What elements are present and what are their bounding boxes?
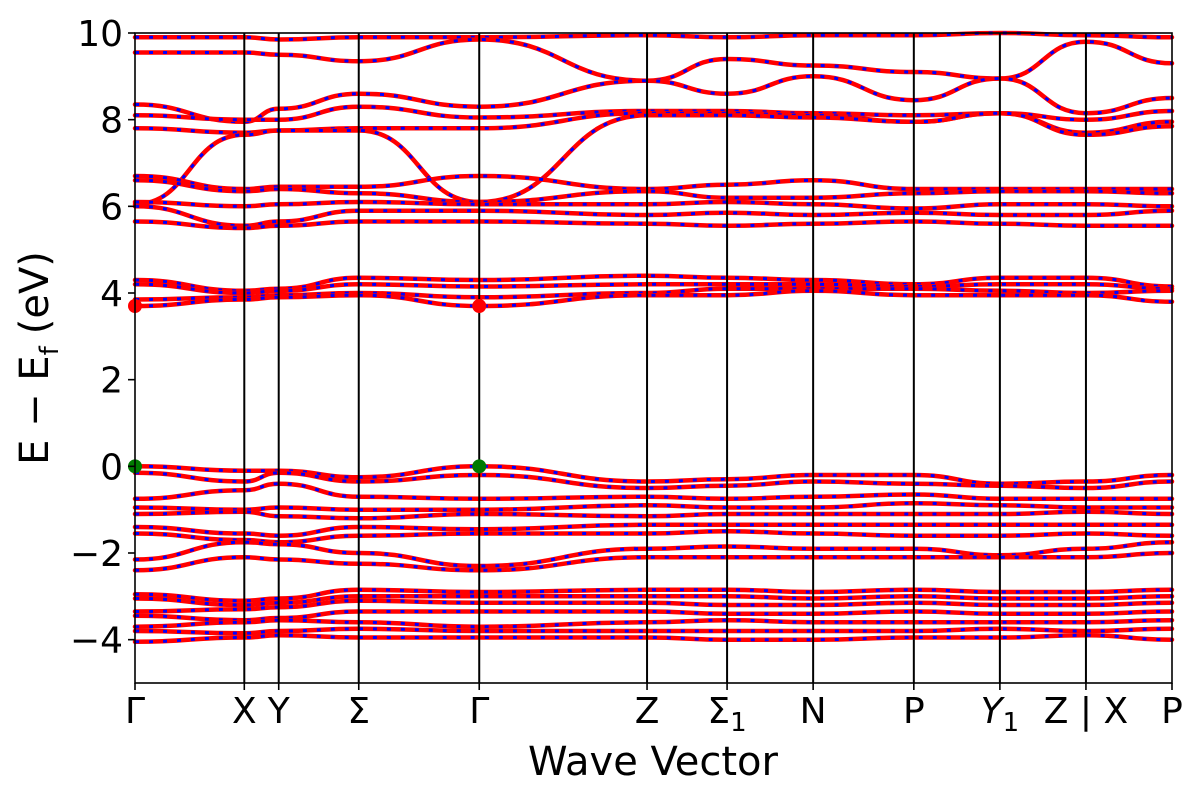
y-tick-label-5: 6	[100, 187, 123, 228]
y-tick-label-3: 2	[100, 361, 123, 402]
x-tick-label-1: X	[232, 691, 257, 732]
band-dash-14	[134, 289, 1173, 308]
x-tick-label-11: P	[1161, 691, 1183, 732]
y-tick-label-4: 4	[100, 274, 123, 315]
x-axis-label: Wave Vector	[528, 739, 779, 785]
band-dash-23	[134, 551, 1173, 572]
y-tick-label-2: 0	[100, 447, 123, 488]
y-axis-label-unit: (eV)	[12, 251, 58, 334]
y-ticks-layer: −4 −2 0 2 4 6 8 10	[70, 14, 135, 662]
y-tick-label-7: 10	[77, 14, 123, 55]
band-dash-20	[134, 523, 1172, 538]
x-tick-label-3: Σ	[347, 691, 370, 732]
x-tick-label-6: Σ1	[707, 691, 746, 738]
y-tick-label-0: −4	[70, 621, 123, 662]
x-tick-label-7: N	[800, 691, 827, 732]
y-axis-label: E − Ef (eV)	[12, 251, 65, 465]
x-tick-label-9: Y1	[981, 691, 1020, 738]
band-dash-24	[134, 588, 1173, 603]
y-tick-label-6: 8	[100, 101, 123, 142]
plot-frame	[134, 32, 1173, 684]
band-dash-2	[134, 74, 1173, 124]
x-tick-label-2: Y	[267, 691, 291, 732]
kpath-lines-layer	[243, 33, 1087, 683]
y-tick-label-1: −2	[70, 534, 123, 575]
x-tick-label-4: Γ	[469, 691, 489, 732]
y-axis-label-subscript: f	[35, 345, 65, 355]
band-dash-25	[134, 594, 1173, 607]
x-tick-label-0: Γ	[125, 691, 145, 732]
x-tick-label-10: Z | X	[1044, 691, 1128, 732]
x-tick-label-5: Z	[635, 691, 660, 732]
x-ticks-layer: Γ X Y Σ Γ Z Σ1 N P Y1 Z | X P	[125, 683, 1183, 738]
y-axis-label-main: E − E	[12, 355, 58, 465]
vbm-marker-3	[472, 459, 487, 474]
x-tick-label-8: P	[903, 691, 925, 732]
cbm-marker-1	[472, 299, 487, 313]
